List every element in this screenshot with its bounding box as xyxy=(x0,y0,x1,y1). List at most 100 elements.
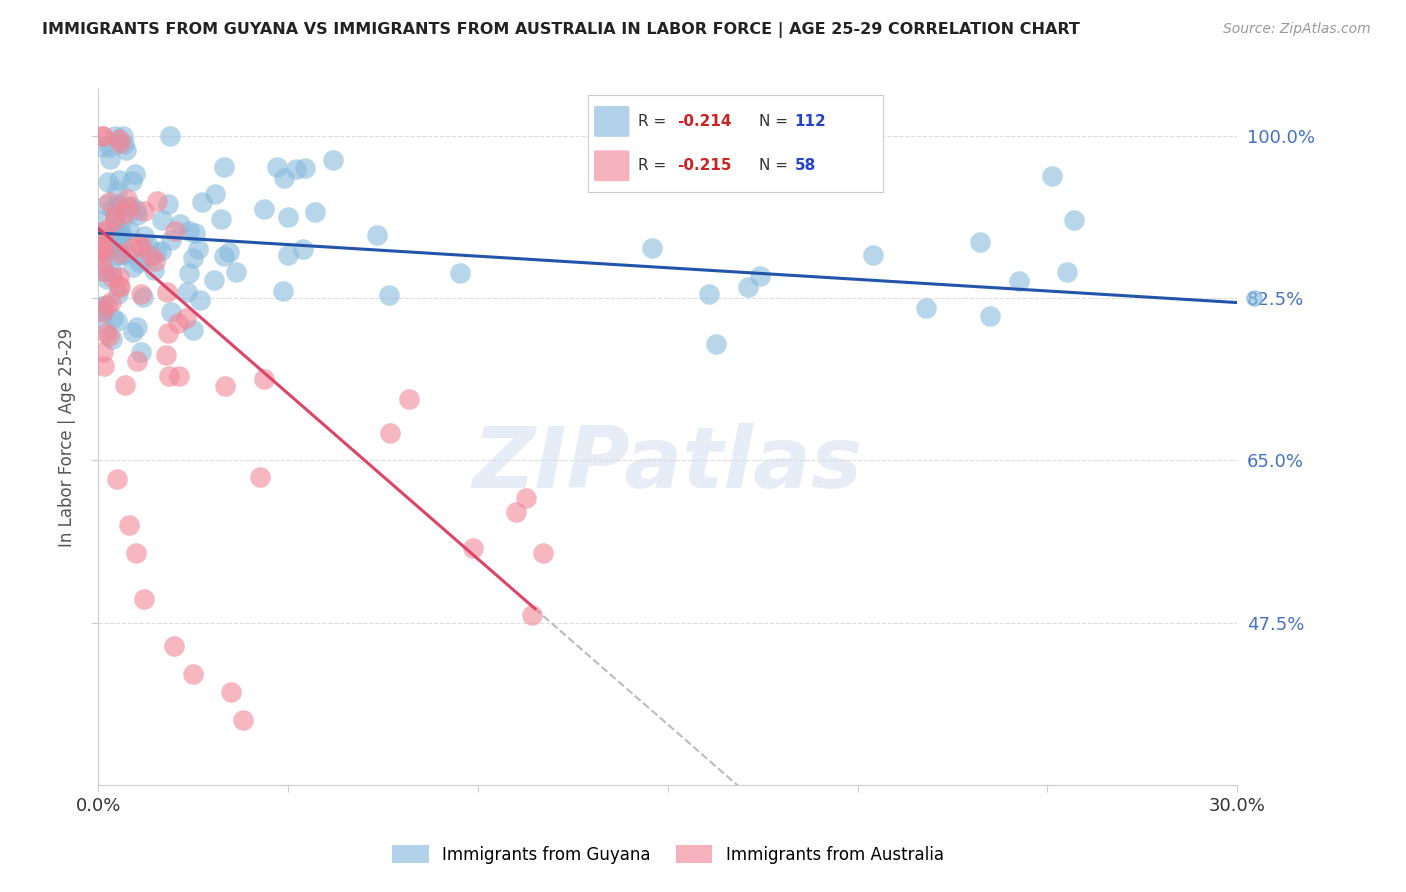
Point xyxy=(93,212,115,227)
Point xyxy=(969,235,991,250)
Point xyxy=(104,208,127,222)
Point xyxy=(218,244,240,259)
Point xyxy=(531,546,554,560)
Point xyxy=(221,685,243,699)
Point xyxy=(97,239,120,253)
Point xyxy=(114,247,136,261)
Point xyxy=(132,592,155,607)
Point xyxy=(122,326,145,340)
Point xyxy=(212,249,235,263)
Point xyxy=(129,286,152,301)
Point xyxy=(165,224,187,238)
Text: -0.215: -0.215 xyxy=(676,158,731,173)
Point xyxy=(748,269,770,284)
Point xyxy=(184,227,207,241)
Point xyxy=(304,204,326,219)
Point xyxy=(110,214,132,228)
Point xyxy=(146,194,169,208)
Point xyxy=(520,607,543,622)
Point xyxy=(204,187,226,202)
Point xyxy=(232,713,254,727)
Point xyxy=(98,140,121,154)
Text: R =: R = xyxy=(638,158,672,173)
Point xyxy=(129,240,152,254)
Point xyxy=(91,244,114,259)
Point xyxy=(181,251,204,265)
Point xyxy=(108,172,131,186)
Point xyxy=(110,232,132,246)
Point xyxy=(101,265,124,279)
Point xyxy=(108,227,131,242)
Point xyxy=(294,161,316,175)
Point xyxy=(139,249,162,263)
Point xyxy=(160,233,183,247)
Point xyxy=(91,304,114,318)
Point xyxy=(177,266,200,280)
Point xyxy=(461,541,484,555)
Point xyxy=(108,246,131,260)
Point xyxy=(737,280,759,294)
Point xyxy=(100,235,122,250)
Point xyxy=(136,237,159,252)
Point xyxy=(156,197,179,211)
Point xyxy=(121,174,143,188)
Point xyxy=(112,137,135,152)
Point xyxy=(366,227,388,242)
Point xyxy=(380,425,402,440)
Point xyxy=(291,243,314,257)
Point xyxy=(1063,212,1085,227)
Point xyxy=(132,229,155,244)
Point xyxy=(160,304,183,318)
Point xyxy=(253,372,276,386)
Point xyxy=(107,287,129,301)
Point xyxy=(105,314,128,328)
Point xyxy=(1008,274,1031,288)
Point xyxy=(115,205,138,219)
Point xyxy=(101,270,124,285)
Point xyxy=(118,222,141,236)
Text: -0.214: -0.214 xyxy=(676,114,731,129)
Text: R =: R = xyxy=(638,114,672,129)
Point xyxy=(449,266,471,280)
Point xyxy=(91,231,114,245)
Point xyxy=(104,215,127,229)
Point xyxy=(979,310,1001,324)
Point xyxy=(97,328,120,343)
Point xyxy=(108,131,131,145)
Point xyxy=(150,244,173,259)
Point xyxy=(104,207,127,221)
Point xyxy=(108,136,131,151)
Point xyxy=(159,128,181,143)
Point xyxy=(91,345,114,359)
Point xyxy=(145,244,167,259)
Point xyxy=(156,285,179,299)
Point xyxy=(122,241,145,255)
Point xyxy=(125,354,148,368)
Point xyxy=(214,379,236,393)
Point xyxy=(94,198,117,212)
Legend: Immigrants from Guyana, Immigrants from Australia: Immigrants from Guyana, Immigrants from … xyxy=(385,838,950,871)
Point xyxy=(94,264,117,278)
Text: Source: ZipAtlas.com: Source: ZipAtlas.com xyxy=(1223,22,1371,37)
Point xyxy=(202,273,225,287)
Point xyxy=(104,212,127,227)
Point xyxy=(96,272,118,286)
Point xyxy=(107,472,129,486)
Point xyxy=(117,200,139,214)
Point xyxy=(91,225,114,239)
Point xyxy=(157,369,180,384)
Point xyxy=(96,223,118,237)
Point xyxy=(167,369,190,384)
Point xyxy=(322,153,344,167)
Point xyxy=(115,144,138,158)
Point xyxy=(93,359,115,373)
Point xyxy=(110,248,132,262)
Point xyxy=(187,242,209,256)
Point xyxy=(163,639,186,653)
Point xyxy=(101,201,124,215)
Point xyxy=(640,241,662,255)
Point xyxy=(104,234,127,248)
Point xyxy=(91,256,114,270)
Point xyxy=(188,293,211,307)
Point xyxy=(266,160,288,174)
